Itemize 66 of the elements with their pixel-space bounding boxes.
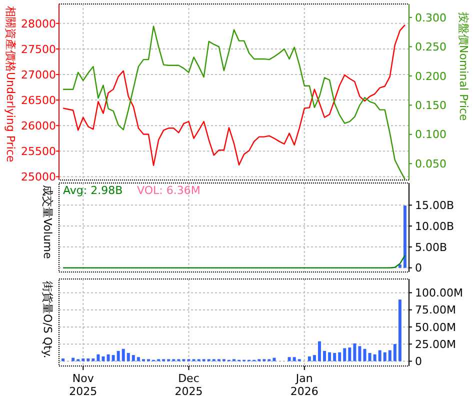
bar <box>62 358 65 362</box>
bar <box>132 355 135 362</box>
bar <box>312 355 316 362</box>
y2-tick-label: 0.150 <box>415 99 446 112</box>
line-series <box>62 254 406 268</box>
y-axis-title: 相關資產價格Underlying Price <box>4 6 17 162</box>
bar <box>388 350 392 362</box>
bar <box>292 357 296 362</box>
y-tick-label: 0 <box>415 355 422 368</box>
bar <box>383 352 386 362</box>
bar <box>116 350 120 362</box>
y-tick-label: 25000 <box>21 170 56 184</box>
bar <box>102 356 105 362</box>
bar <box>378 350 382 362</box>
y-tick-label: 15.00B <box>415 198 454 212</box>
bar <box>358 346 362 362</box>
bar <box>106 354 110 362</box>
annotation: Avg: 2.98B <box>63 184 123 197</box>
x-tick-label: Jan 2026 <box>290 372 318 398</box>
x-tick-label: Dec 2025 <box>174 372 203 398</box>
bar <box>122 348 125 362</box>
y2-tick-label: 0.050 <box>415 157 446 170</box>
bar <box>308 356 311 362</box>
annotation: VOL: 6.36M <box>137 184 200 197</box>
y2-tick-label: 0.250 <box>415 40 446 54</box>
bar <box>373 354 376 362</box>
bar <box>363 348 366 362</box>
y-tick-label: 0 <box>415 262 422 275</box>
x-tick-label: Nov 2025 <box>69 372 98 398</box>
y2-tick-label: 0.300 <box>415 11 446 24</box>
bar <box>96 354 100 362</box>
y-tick-label: 27500 <box>21 42 56 56</box>
y-tick-label: 5.00B <box>415 240 448 254</box>
bar <box>398 300 402 362</box>
bar <box>92 358 95 362</box>
bar <box>323 350 326 362</box>
y-tick-label: 28000 <box>21 17 56 30</box>
bar <box>368 352 372 362</box>
y-tick-label: 100.00M <box>415 286 463 300</box>
y-axis-title: 成交量Volume <box>41 185 54 260</box>
bar <box>328 352 332 362</box>
bar <box>318 341 321 362</box>
bar <box>126 352 130 362</box>
y-tick-label: 25.00M <box>415 338 456 351</box>
y-tick-label: 26000 <box>21 119 56 132</box>
y-tick-label: 25500 <box>21 144 56 158</box>
bar <box>333 352 336 362</box>
bar <box>82 358 85 362</box>
y2-axis-title: 按盤價Nominal Price <box>457 12 470 122</box>
bar <box>86 358 90 362</box>
bar <box>112 355 115 362</box>
bar <box>348 348 352 362</box>
bar <box>343 348 346 362</box>
bar <box>353 343 356 362</box>
bar <box>393 344 396 362</box>
y-tick-label: 75.00M <box>415 304 456 317</box>
y2-tick-label: 0.100 <box>415 128 446 142</box>
y-tick-label: 26500 <box>21 94 56 107</box>
y-axis-title: 街貨量O/S Qty. <box>41 281 54 358</box>
y-tick-label: 27000 <box>21 68 56 82</box>
y2-tick-label: 0.200 <box>415 70 446 83</box>
bar <box>338 352 342 362</box>
y-tick-label: 50.00M <box>415 320 456 334</box>
bar <box>136 357 140 362</box>
y-tick-label: 10.00B <box>415 220 454 233</box>
bar <box>288 357 291 362</box>
